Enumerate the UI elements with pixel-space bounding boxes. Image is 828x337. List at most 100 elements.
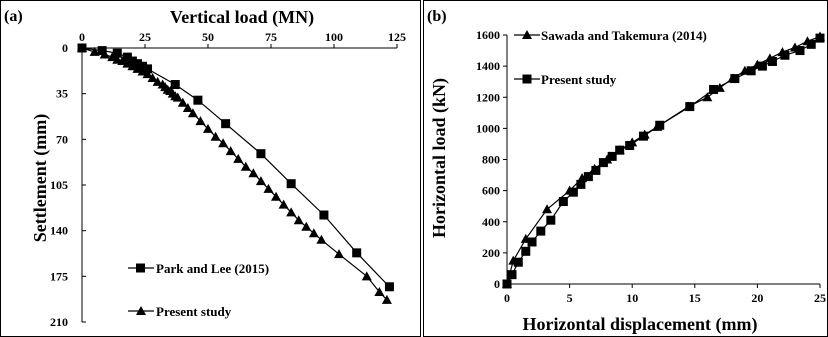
legend-square-marker (136, 263, 145, 273)
panel-b-x-tick-label: 25 (814, 291, 826, 305)
panel-b-series-1-point (583, 172, 593, 182)
legend-label-sawada: Sawada and Takemura (2014) (541, 28, 707, 43)
panel-a-series-1-point (182, 103, 193, 113)
panel-b-y-tick-label: 1200 (476, 90, 500, 104)
panel-b-series-1-point (607, 151, 617, 161)
legend-label-present-study-a: Present study (156, 304, 232, 319)
panel-a-y-tick-label: 140 (50, 224, 68, 238)
panel-a-y-tick-label: 70 (56, 132, 68, 146)
panel-a-y-tick-label: 0 (62, 41, 68, 55)
panel-a-series-1-point (361, 271, 372, 281)
panel-a-series-0-point (286, 179, 296, 189)
panel-a-series-0-point (170, 80, 180, 90)
panel-b-series-1-point (757, 61, 767, 71)
panel-b-y-tick-label: 1600 (476, 28, 500, 42)
panel-a-series-0-point (132, 59, 142, 69)
legend-triangle-marker (136, 306, 146, 315)
panel-a-series-1-point (255, 176, 266, 186)
panel-b-series-1-point (513, 257, 523, 267)
panel-a-series-0-point (122, 52, 132, 62)
panel-a-series-1-point (127, 61, 138, 71)
panel-a-series-0-point (221, 119, 231, 129)
panel-a-series-1-point (137, 66, 148, 76)
panel-b-frame (423, 0, 828, 337)
panel-a-series-1-point (316, 234, 327, 244)
panel-b-series-1-point (655, 120, 665, 130)
panel-b-x-tick-label: 15 (689, 291, 701, 305)
panel-b-series-0-point (702, 92, 713, 102)
panel-b: (b) Horizontal displacement (mm) Horizon… (427, 8, 826, 335)
panel-a-series-1-point (263, 183, 274, 193)
panel-a-series-1-point (381, 294, 392, 304)
legend-label-park-lee: Park and Lee (2015) (156, 261, 269, 276)
panel-a-series-1-point (195, 116, 206, 126)
panel-b-x-tick-label: 5 (567, 291, 573, 305)
panel-a-y-tick-label: 175 (50, 269, 68, 283)
panel-a-series-0-point (352, 248, 362, 258)
panel-a-series-1-point (177, 97, 188, 107)
panel-a-series-0-point (127, 56, 137, 66)
panel-b-x-tick-label: 20 (751, 291, 763, 305)
panel-a-series-line-0 (81, 47, 390, 288)
legend-label-present-study-b: Present study (541, 72, 617, 87)
panel-a-y-tick-label: 105 (50, 178, 68, 192)
panel-a-x-tick-label: 125 (388, 30, 406, 44)
panel-b-y-tick-label: 200 (482, 246, 500, 260)
panel-b-y-tick-label: 1400 (476, 59, 500, 73)
panel-a-series-1-point (218, 138, 229, 148)
panel-b-x-axis-title: Horizontal displacement (mm) (523, 314, 758, 335)
panel-b-series-1-point (815, 33, 825, 43)
panel-b-y-axis-title: Horizontal load (kN) (429, 78, 450, 238)
legend-triangle-marker-b (522, 30, 532, 39)
panel-b-x-tick-label: 0 (504, 291, 510, 305)
panel-a: (a) Vertical load (MN) Settlement (mm) 0… (4, 7, 406, 329)
panel-a-series-1-point (152, 76, 163, 86)
panel-a-series-1-point (278, 199, 289, 209)
panel-a-series-0-point (97, 46, 107, 56)
panel-b-series-1-point (536, 226, 546, 236)
panel-a-x-tick-label: 0 (79, 30, 85, 44)
panel-b-series-1-point (507, 270, 517, 280)
panel-a-series-1-point (99, 49, 110, 59)
panel-a-x-tick-label: 50 (202, 30, 214, 44)
panel-b-series-1-point (746, 66, 756, 76)
panel-a-series-1-point (293, 215, 304, 225)
panel-b-series-1-point (709, 84, 719, 94)
panel-a-series-1-point (240, 161, 251, 171)
legend-square-marker-b (522, 74, 532, 84)
panel-b-series-1-point (591, 165, 601, 175)
panel-b-series-1-point (625, 140, 635, 150)
panel-b-series-1-point (795, 46, 805, 56)
panel-b-series-1-point (521, 246, 531, 256)
panel-a-series-1-point (374, 286, 385, 296)
panel-b-series-1-point (638, 131, 648, 141)
panel-a-series-0-point (143, 64, 153, 74)
panel-a-x-axis-title: Vertical load (MN) (170, 7, 314, 28)
panel-b-x-tick-label: 10 (626, 291, 638, 305)
panel-a-series-1-point (233, 153, 244, 163)
panel-a-series-0-point (384, 282, 394, 292)
panel-b-series-0-point (542, 204, 553, 214)
panel-b-label: (b) (427, 8, 447, 25)
panel-b-series-1-point (730, 74, 740, 84)
panel-a-series-1-point (203, 123, 213, 133)
panel-a-series-0-point (256, 149, 266, 159)
panel-a-series-0-point (112, 48, 122, 58)
panel-a-series-1-point (107, 52, 118, 62)
panel-a-series-1-point (225, 146, 236, 156)
panel-a-series-1-point (210, 131, 221, 141)
panel-a-series-1-point (308, 228, 319, 238)
panel-a-series-1-point (117, 56, 128, 66)
panel-b-legend: Sawada and Takemura (2014) Present study (514, 28, 707, 87)
panel-b-y-tick-label: 1000 (476, 121, 500, 135)
panel-a-series-1-point (301, 221, 312, 231)
panel-a-y-axis-title: Settlement (mm) (30, 114, 51, 242)
panel-b-y-tick-label: 0 (494, 277, 500, 291)
panel-a-series-1-point (172, 92, 183, 102)
panel-a-series-1-point (271, 191, 282, 201)
panel-a-label: (a) (4, 8, 23, 25)
panel-b-y-tick-label: 600 (482, 184, 500, 198)
panel-b-series-1-point (502, 279, 512, 289)
panel-a-series-1-point (132, 63, 143, 73)
